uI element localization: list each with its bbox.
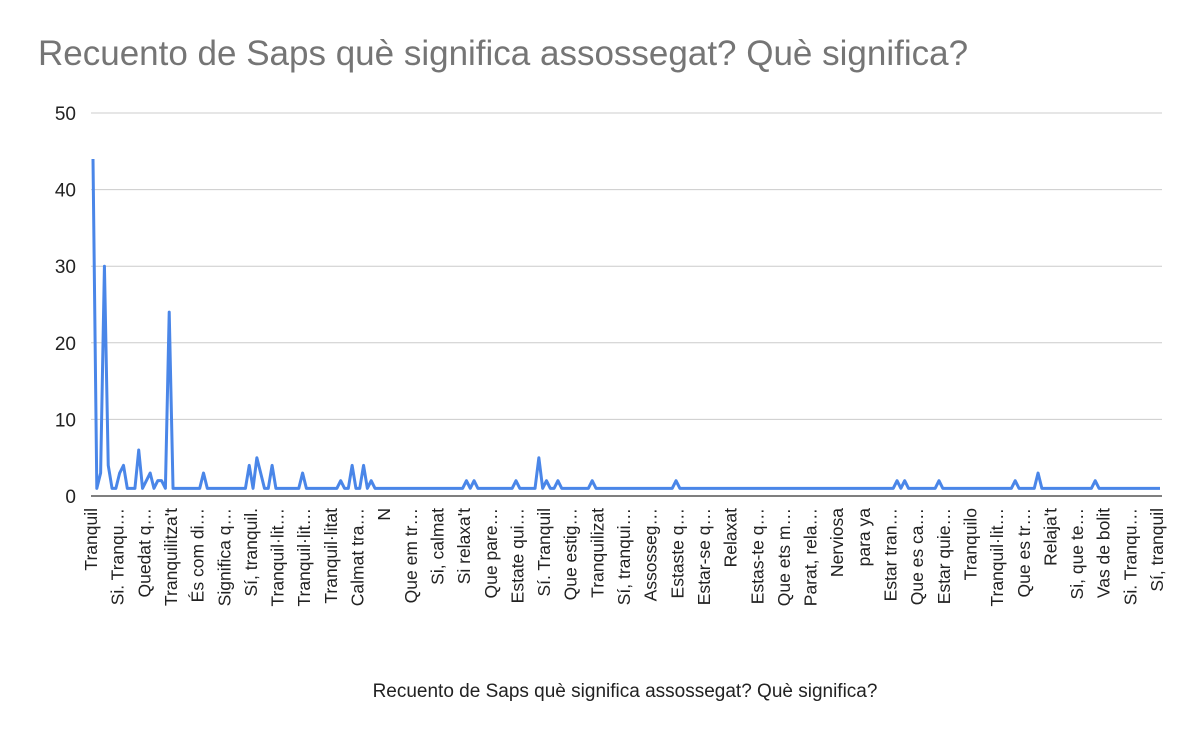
y-tick-label: 30 xyxy=(55,257,76,278)
x-tick-label: Tranquilitza't xyxy=(161,508,181,606)
x-tick-label: Vas de bolit xyxy=(1094,508,1114,598)
x-tick-label: Assosseg… xyxy=(641,508,661,601)
x-tick-label: Sí. Tranquil xyxy=(534,508,554,597)
x-tick-label: Que em tr… xyxy=(401,508,421,603)
y-tick-label: 40 xyxy=(55,181,76,202)
x-tick-label: Significa q… xyxy=(214,508,234,606)
x-tick-label: Calmat tra… xyxy=(348,508,368,606)
y-tick-label: 50 xyxy=(55,104,76,125)
x-tick-label: Estar tran… xyxy=(881,508,901,601)
series-line xyxy=(91,158,1160,490)
chart-title: Recuento de Saps què significa assossega… xyxy=(38,34,969,73)
x-tick-label: Que es ca… xyxy=(907,508,927,605)
x-tick-label: Tranquil·litat xyxy=(321,508,341,604)
x-tick-label: Relaja't xyxy=(1040,508,1060,566)
x-tick-label: Sí, tranquil. xyxy=(241,508,261,597)
gridlines xyxy=(91,112,1162,420)
x-tick-label: Quedat q… xyxy=(134,508,154,598)
x-axis-label: Recuento de Saps què significa assossega… xyxy=(372,681,878,702)
x-tick-label: Tranquilo xyxy=(960,508,980,580)
x-tick-label: Que es tr… xyxy=(1014,508,1034,597)
x-tick-label: Estate qui… xyxy=(507,508,527,603)
x-tick-label: Estaste q… xyxy=(667,508,687,598)
x-tick-label: Tranquil·lit… xyxy=(268,508,288,607)
x-axis-ticks: Tranquil Si. Tranqu… Quedat q… Tranquilitza… xyxy=(81,508,1167,607)
x-tick-label: Estar-se q… xyxy=(694,508,714,605)
y-axis-ticks: 0 10 20 30 40 50 xyxy=(55,104,76,508)
x-tick-label: Relaxat xyxy=(721,508,741,567)
x-tick-label: Tranquil·lit… xyxy=(294,508,314,607)
x-tick-label: Estar quie… xyxy=(934,508,954,604)
x-tick-label: És com di… xyxy=(188,508,208,602)
x-tick-label: Estas-te q… xyxy=(747,508,767,604)
y-tick-label: 10 xyxy=(55,410,76,431)
x-tick-label: Parat, rela… xyxy=(801,508,821,606)
x-tick-label: Nerviosa xyxy=(827,508,847,577)
x-tick-label: Si. Tranqu… xyxy=(108,508,128,605)
y-tick-label: 20 xyxy=(55,334,76,355)
x-tick-label: Tranquil xyxy=(81,508,101,571)
x-tick-label: para ya xyxy=(854,508,874,567)
x-tick-label: Que estig… xyxy=(561,508,581,600)
y-tick-label: 0 xyxy=(65,487,76,508)
x-tick-label: Que ets m… xyxy=(774,508,794,606)
x-tick-label: N xyxy=(374,508,394,521)
x-tick-label: Si, calmat xyxy=(427,508,447,585)
x-tick-label: Sí, tranqui… xyxy=(614,508,634,605)
x-tick-label: Sí, tranquil xyxy=(1147,508,1167,592)
x-tick-label: Si relaxa't xyxy=(454,508,474,584)
x-tick-label: Si. Tranqu… xyxy=(1120,508,1140,605)
x-tick-label: Tranquilizat xyxy=(587,508,607,598)
x-tick-label: Que pare… xyxy=(481,508,501,598)
x-tick-label: Tranquil·lit… xyxy=(987,508,1007,607)
x-tick-label: Si, que te… xyxy=(1067,508,1087,599)
